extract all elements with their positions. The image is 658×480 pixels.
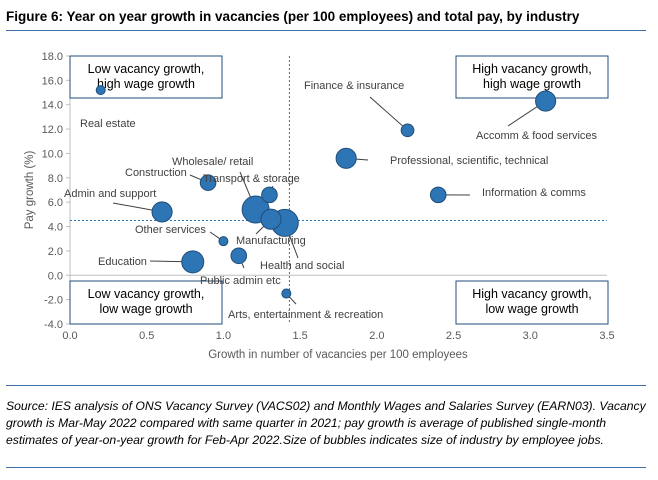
- quadrant-labels: Low vacancy growth,high wage growthHigh …: [69, 55, 609, 325]
- x-tick-label: 0.5: [139, 330, 154, 342]
- leader-line: [369, 96, 408, 131]
- quadrant-label-line2: high wage growth: [483, 77, 581, 91]
- x-tick-label: 2.0: [369, 330, 384, 342]
- point-label: Manufacturing: [236, 235, 306, 247]
- x-tick-label: 0.0: [62, 330, 77, 342]
- bubble: [218, 236, 229, 247]
- quadrant-label-line1: Low vacancy growth,: [88, 287, 205, 301]
- chart-axes: 0.0 0.5 1.0 1.5 2.0 2.5 3.0 3.5 -4.0 -2.0 0.0 2.0 4.…: [42, 51, 615, 342]
- point-label: Admin and support: [64, 188, 156, 200]
- bubble: [335, 147, 357, 169]
- point-label: Construction: [125, 167, 187, 179]
- point-label: Education: [98, 256, 147, 268]
- quadrant-box: Low vacancy growth,low wage growth: [69, 280, 223, 325]
- point-label: Information & comms: [482, 187, 586, 199]
- source-note: Source: IES analysis of ONS Vacancy Surv…: [6, 399, 646, 447]
- quadrant-label-line2: high wage growth: [97, 77, 195, 91]
- point-label: Health and social: [260, 260, 344, 272]
- quadrant-label-line2: low wage growth: [485, 302, 578, 316]
- point-label: Finance & insurance: [304, 80, 404, 92]
- quadrant-box: Low vacancy growth,high wage growth: [69, 55, 223, 99]
- point-label: Real estate: [80, 118, 136, 130]
- title-rule: [6, 30, 646, 31]
- bubble: [230, 247, 248, 265]
- x-tick-label: 3.0: [523, 330, 538, 342]
- quadrant-box-frame: [455, 280, 609, 325]
- point-label: Accomm & food services: [476, 130, 598, 142]
- y-tick-label: 18.0: [42, 51, 63, 63]
- y-tick-label: 2.0: [48, 246, 63, 258]
- y-tick-label: -4.0: [44, 319, 63, 331]
- point-label: Professional, scientific, technical: [390, 155, 548, 167]
- bubble-chart: 0.0 0.5 1.0 1.5 2.0 2.5 3.0 3.5 -4.0 -2.0 0.0 2.0 4.…: [24, 51, 615, 361]
- figure-title: Figure 6: Year on year growth in vacanci…: [6, 9, 580, 24]
- quadrant-label-line1: High vacancy growth,: [472, 287, 592, 301]
- quadrant-label-line2: low wage growth: [99, 302, 192, 316]
- x-tick-label: 2.5: [446, 330, 461, 342]
- quadrant-label-line1: High vacancy growth,: [472, 62, 592, 76]
- quadrant-box: High vacancy growth,low wage growth: [455, 280, 609, 325]
- bubble: [95, 85, 106, 96]
- point-label: Transport & storage: [203, 173, 300, 185]
- source-rule-bottom: [6, 467, 646, 468]
- bubble: [261, 186, 278, 204]
- y-tick-label: 6.0: [48, 197, 63, 209]
- quadrant-box: High vacancy growth,high wage growth: [455, 55, 609, 99]
- x-tick-label: 1.5: [292, 330, 307, 342]
- leader-lines: [112, 96, 546, 305]
- x-tick-label: 3.5: [599, 330, 614, 342]
- source-rule-top: [6, 385, 646, 386]
- point-label: Other services: [135, 224, 206, 236]
- y-tick-label: 0.0: [48, 270, 63, 282]
- point-label: Public admin etc: [200, 275, 281, 287]
- y-tick-label: 16.0: [42, 75, 63, 87]
- quadrant-box-frame: [69, 55, 223, 99]
- y-tick-label: 10.0: [42, 148, 63, 160]
- point-labels: Real estate Finance & insurance Accomm & f…: [64, 80, 598, 321]
- bubble: [400, 123, 415, 138]
- x-tick-label: 1.0: [216, 330, 231, 342]
- quadrant-label-line1: Low vacancy growth,: [88, 62, 205, 76]
- y-tick-label: 4.0: [48, 222, 63, 234]
- y-axis-label: Pay growth (%): [24, 151, 36, 230]
- y-tick-label: 14.0: [42, 100, 63, 112]
- bubble: [199, 174, 217, 191]
- quadrant-box-frame: [455, 55, 609, 99]
- point-label: Arts, entertainment & recreation: [228, 309, 383, 321]
- x-axis-label: Growth in number of vacancies per 100 em…: [208, 349, 468, 361]
- bubble: [260, 208, 282, 230]
- quadrant-box-frame: [69, 280, 223, 325]
- point-label: Wholesale/ retail: [172, 156, 253, 168]
- y-tick-label: 8.0: [48, 173, 63, 185]
- bubble: [151, 201, 173, 223]
- bubbles: [95, 85, 557, 299]
- y-tick-label: 12.0: [42, 124, 63, 136]
- bubble: [535, 90, 557, 112]
- bubble: [181, 250, 205, 274]
- bubble: [281, 288, 292, 299]
- y-tick-label: -2.0: [44, 295, 63, 307]
- bubble: [429, 186, 447, 204]
